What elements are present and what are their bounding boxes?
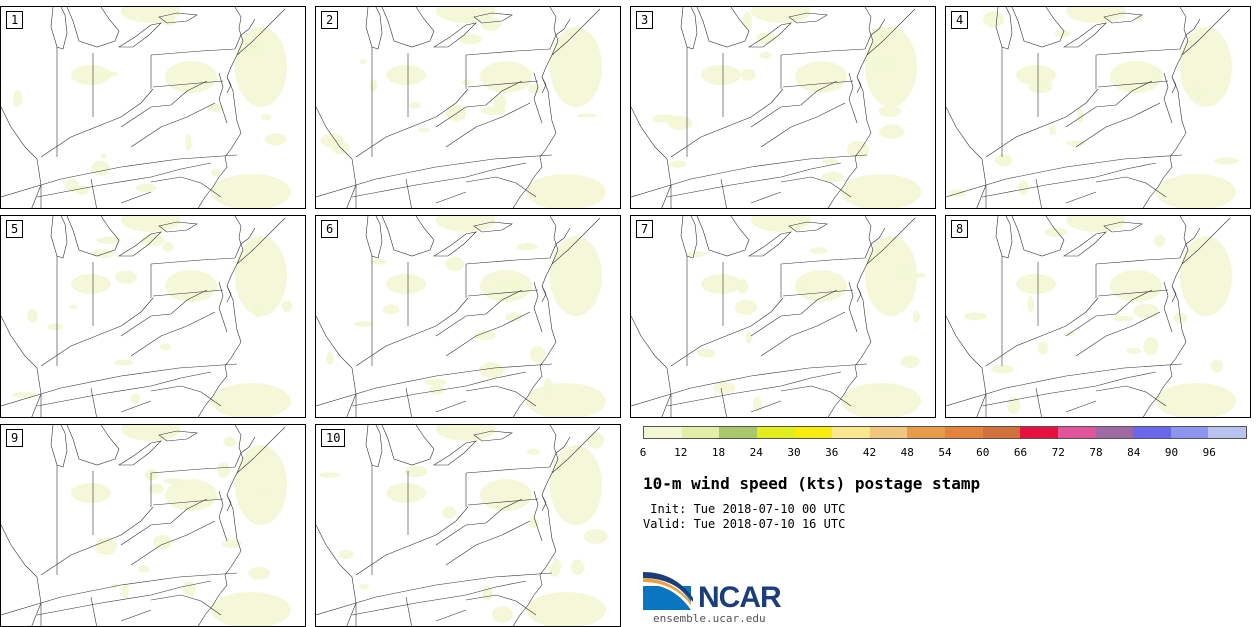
colorbar-tick-label: 12 [674, 446, 688, 459]
ensemble-member-panel: 5 [0, 215, 306, 418]
panel-number: 1 [6, 11, 24, 29]
colorbar-tick-label: 84 [1127, 446, 1141, 459]
panel-number: 5 [6, 220, 24, 238]
colorbar-tick-label: 90 [1164, 446, 1179, 459]
ensemble-member-panel: 10 [315, 424, 621, 627]
colorbar [643, 426, 1247, 439]
ensemble-member-panel: 7 [630, 215, 936, 418]
wind-speed-map [631, 7, 921, 208]
colorbar-segment [907, 427, 945, 438]
wind-speed-map [1, 7, 291, 208]
colorbar-tick-label: 24 [749, 446, 763, 459]
colorbar-segment [794, 427, 833, 438]
colorbar-segment [982, 427, 1021, 438]
colorbar-segment [1208, 427, 1246, 438]
ensemble-member-panel: 3 [630, 6, 936, 209]
colorbar-tick-label: 66 [1013, 446, 1028, 459]
colorbar-segment [869, 427, 908, 438]
colorbar-tick-label: 96 [1202, 446, 1216, 459]
colorbar-segment [1170, 427, 1209, 438]
chart-title: 10-m wind speed (kts) postage stamp [643, 474, 981, 493]
colorbar-tick-label: 18 [711, 446, 726, 459]
wind-speed-map [316, 425, 608, 626]
panel-number: 3 [636, 11, 654, 29]
colorbar-segment [1095, 427, 1134, 438]
panel-number: 10 [321, 429, 346, 447]
panel-number: 2 [321, 11, 339, 29]
ensemble-member-panel: 4 [945, 6, 1251, 209]
wind-speed-map [946, 216, 1236, 417]
wind-speed-map [1, 216, 293, 417]
colorbar-tick-label: 30 [787, 446, 801, 459]
colorbar-segment [832, 427, 870, 438]
colorbar-segment [1020, 427, 1058, 438]
panel-number: 8 [951, 220, 969, 238]
ensemble-member-panel: 6 [315, 215, 621, 418]
colorbar-segment [644, 427, 682, 438]
panel-number: 9 [6, 429, 24, 447]
ensemble-member-panel: 9 [0, 424, 306, 627]
wind-speed-map [1, 425, 291, 626]
colorbar-segment [756, 427, 795, 438]
valid-time: Valid: Tue 2018-07-10 16 UTC [643, 517, 846, 531]
logo-url: ensemble.ucar.edu [653, 612, 766, 625]
logo-text: NCAR [698, 581, 782, 614]
colorbar-tick-label: 72 [1051, 446, 1065, 459]
wind-speed-map [316, 7, 606, 208]
panel-number: 6 [321, 220, 339, 238]
ensemble-member-panel: 1 [0, 6, 306, 209]
ensemble-member-panel: 2 [315, 6, 621, 209]
colorbar-segment [1057, 427, 1096, 438]
ensemble-member-panel: 8 [945, 215, 1251, 418]
colorbar-segment [719, 427, 757, 438]
colorbar-segment [681, 427, 720, 438]
colorbar-segment [945, 427, 983, 438]
wind-speed-map [946, 7, 1239, 208]
wind-speed-map [631, 216, 927, 417]
colorbar-tick-label: 42 [862, 446, 877, 459]
panel-number: 7 [636, 220, 654, 238]
colorbar-tick-label: 36 [825, 446, 839, 459]
panel-number: 4 [951, 11, 969, 29]
colorbar-tick-label: 54 [938, 446, 952, 459]
colorbar-tick-label: 78 [1089, 446, 1103, 459]
wind-speed-map [316, 216, 606, 417]
colorbar-segment [1133, 427, 1171, 438]
colorbar-tick-label: 60 [976, 446, 990, 459]
colorbar-tick-label: 48 [900, 446, 914, 459]
init-time: Init: Tue 2018-07-10 00 UTC [643, 502, 846, 516]
colorbar-tick-label: 6 [639, 446, 647, 459]
ncar-logo-icon [643, 572, 693, 610]
